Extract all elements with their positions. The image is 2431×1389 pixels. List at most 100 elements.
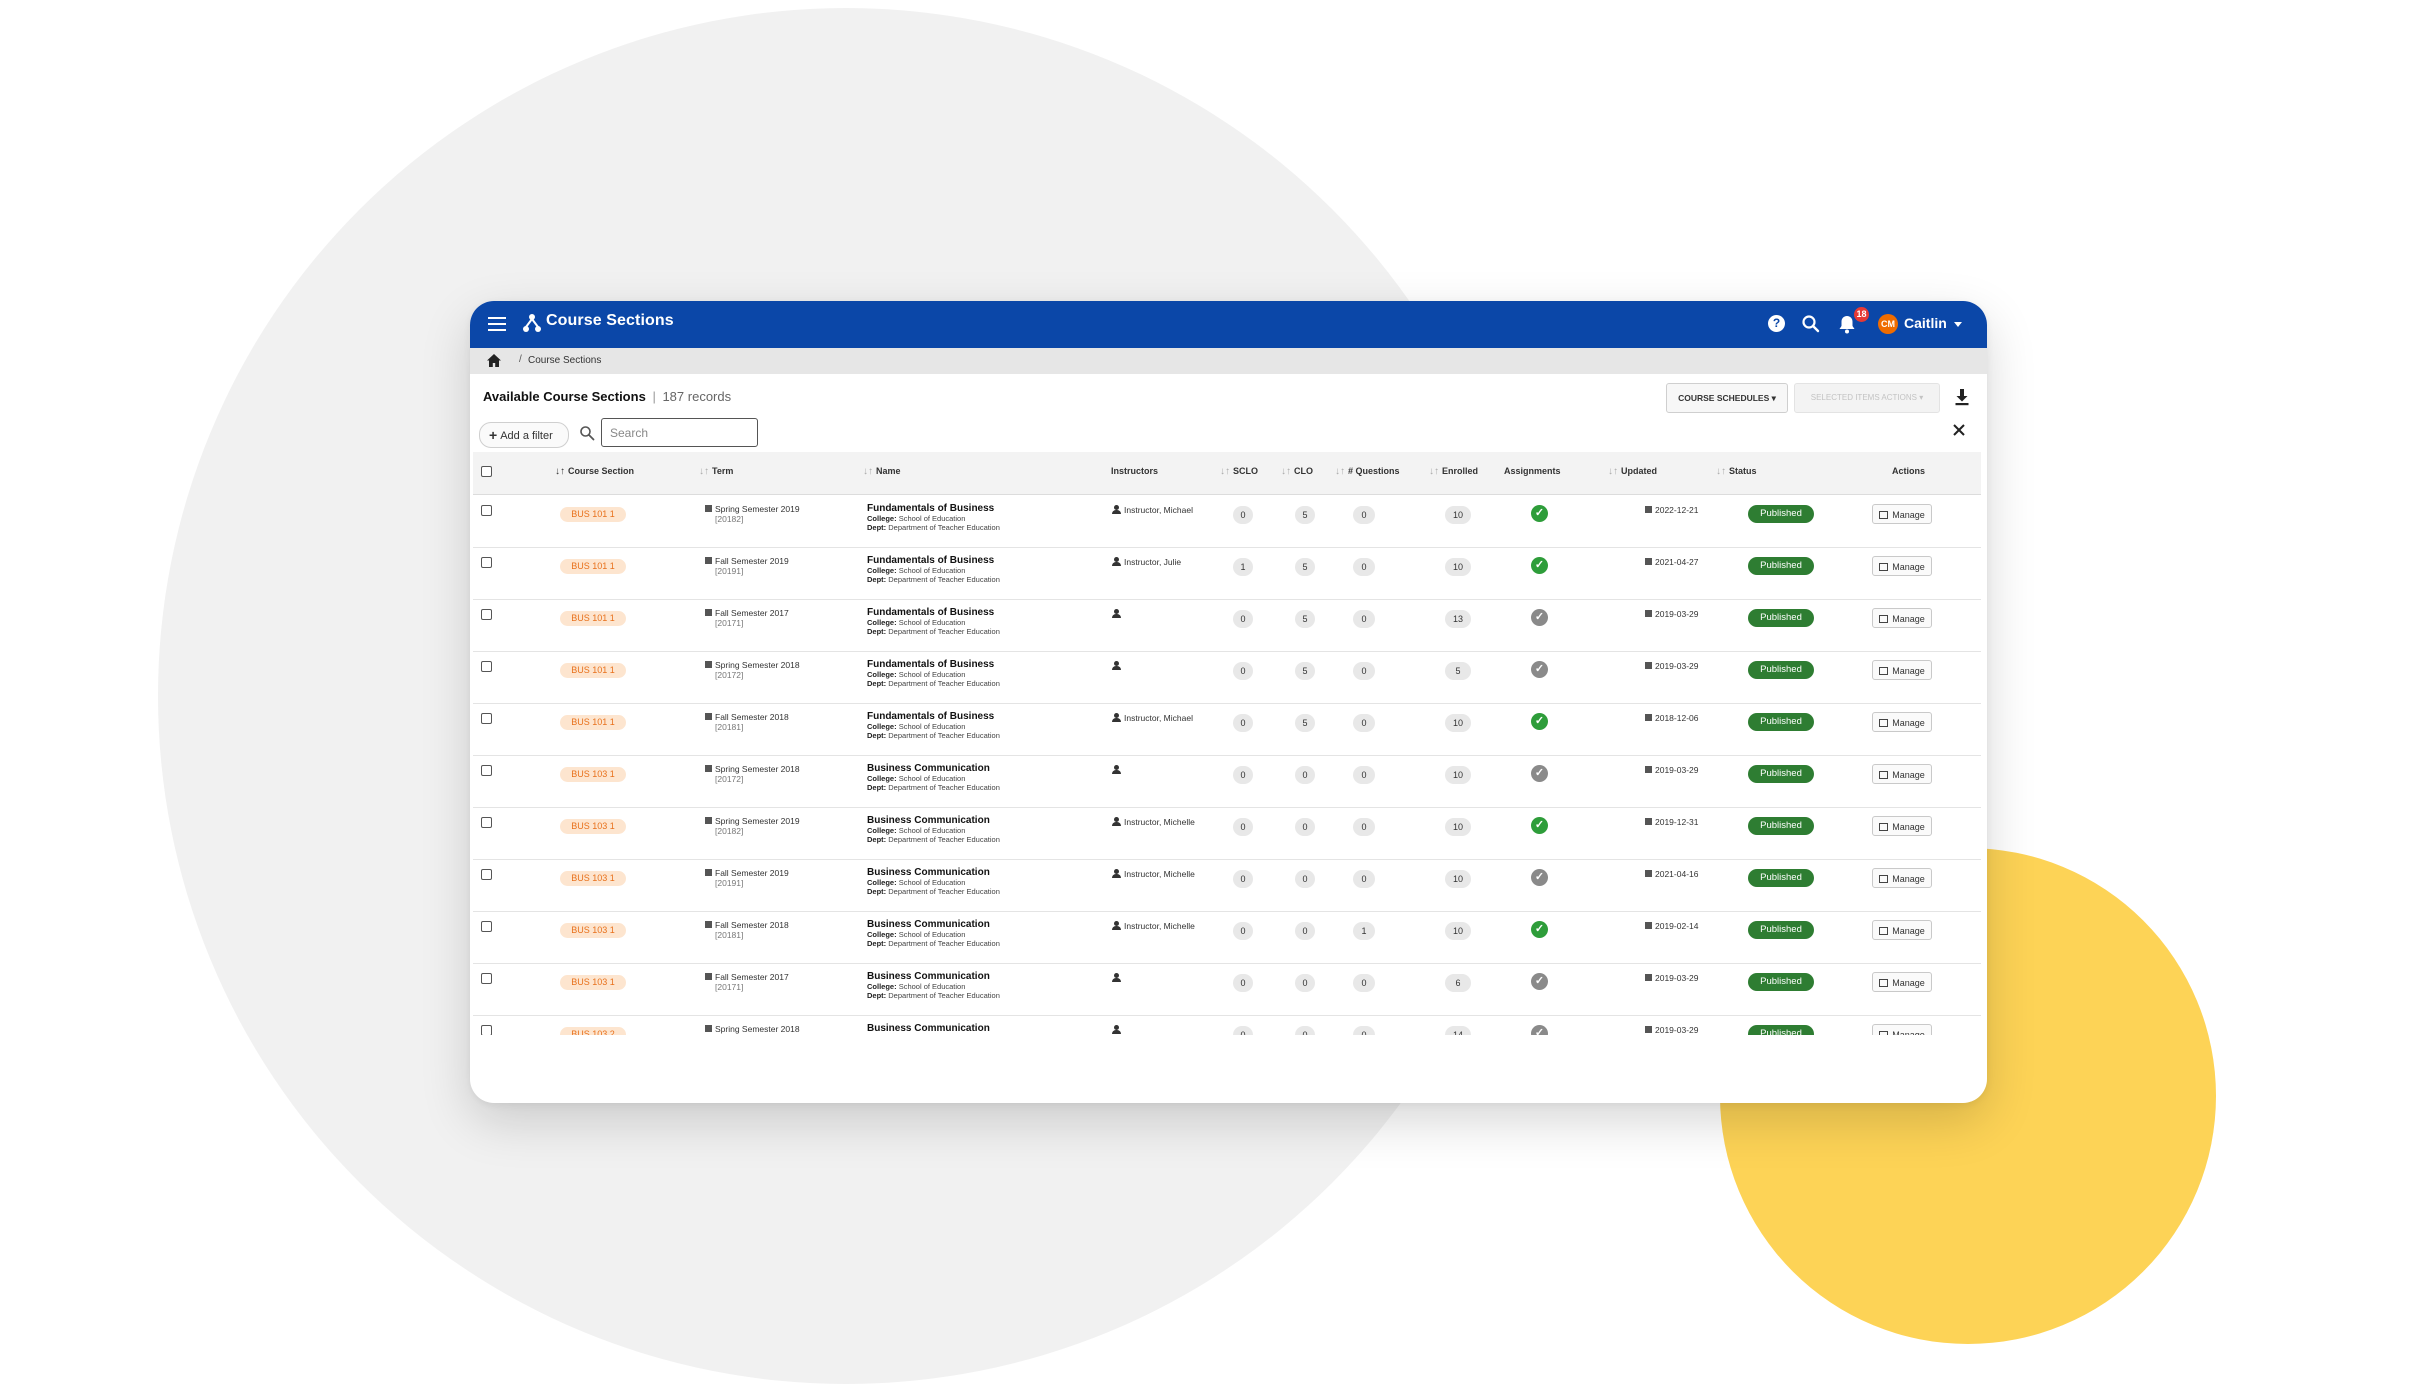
avatar[interactable]: CM [1878, 314, 1898, 334]
course-name[interactable]: Fundamentals of Business [867, 659, 995, 670]
close-icon[interactable] [1950, 421, 1968, 439]
column-updated[interactable]: ↓↑ Updated [1608, 466, 1657, 477]
course-name[interactable]: Business Communication [867, 919, 990, 930]
course-name[interactable]: Business Communication [867, 815, 990, 826]
user-menu[interactable]: Caitlin [1904, 315, 1947, 331]
manage-button[interactable]: Manage [1872, 556, 1932, 576]
window-icon [1879, 875, 1889, 883]
course-name[interactable]: Fundamentals of Business [867, 711, 995, 722]
course-schedules-button[interactable]: COURSE SCHEDULES ▾ [1666, 383, 1788, 413]
row-checkbox[interactable] [481, 869, 492, 880]
course-name-cell: Business Communication College: School of… [867, 816, 1000, 844]
course-code-badge[interactable]: BUS 103 1 [560, 923, 626, 938]
manage-button[interactable]: Manage [1872, 504, 1932, 524]
course-code-badge[interactable]: BUS 101 1 [560, 611, 626, 626]
add-filter-button[interactable]: + Add a filter [479, 422, 569, 448]
status-badge: Published [1748, 1025, 1814, 1035]
column-term[interactable]: ↓↑ Term [699, 466, 734, 477]
course-name[interactable]: Business Communication [867, 867, 990, 878]
person-icon [1112, 557, 1121, 566]
course-name[interactable]: Business Communication [867, 1023, 990, 1034]
term-code: [20172] [715, 670, 744, 680]
row-checkbox[interactable] [481, 921, 492, 932]
course-name[interactable]: Business Communication [867, 763, 990, 774]
row-checkbox[interactable] [481, 765, 492, 776]
dept-line: Dept: Department of Teacher Education [867, 834, 1000, 844]
table-row: BUS 103 1 Spring Semester 2019 [20182] Busi… [473, 807, 1981, 860]
course-name[interactable]: Fundamentals of Business [867, 555, 995, 566]
manage-button[interactable]: Manage [1872, 660, 1932, 680]
questions-count: 0 [1353, 1026, 1375, 1035]
questions-count: 1 [1353, 922, 1375, 940]
search-input[interactable] [601, 418, 758, 447]
manage-button[interactable]: Manage [1872, 972, 1932, 992]
calendar-icon [705, 921, 712, 928]
bell-icon[interactable] [1836, 313, 1858, 335]
manage-button[interactable]: Manage [1872, 868, 1932, 888]
row-checkbox[interactable] [481, 973, 492, 984]
column-enrolled[interactable]: ↓↑ Enrolled [1429, 466, 1479, 477]
enrolled-count: 10 [1445, 506, 1471, 524]
course-code-badge[interactable]: BUS 103 1 [560, 819, 626, 834]
download-icon[interactable] [1954, 388, 1970, 406]
questions-count: 0 [1353, 662, 1375, 680]
term-name: Spring Semester 2018 [715, 764, 800, 774]
manage-button[interactable]: Manage [1872, 816, 1932, 836]
updated-date: 2019-12-31 [1655, 817, 1699, 827]
row-checkbox[interactable] [481, 557, 492, 568]
search-icon[interactable] [1801, 314, 1821, 334]
selected-items-actions-button[interactable]: SELECTED ITEMS ACTIONS ▾ [1794, 383, 1940, 413]
chevron-down-icon[interactable] [1954, 322, 1962, 327]
column-clo[interactable]: ↓↑ CLO [1281, 466, 1313, 477]
column-course-section[interactable]: ↓↑ Course Section [555, 466, 635, 477]
instructor-cell [1112, 1025, 1124, 1035]
column-questions[interactable]: ↓↑ # Questions [1335, 466, 1400, 477]
manage-button[interactable]: Manage [1872, 608, 1932, 628]
select-all-checkbox[interactable] [481, 466, 492, 477]
row-checkbox[interactable] [481, 661, 492, 672]
column-sclo[interactable]: ↓↑ SCLO [1220, 466, 1259, 477]
course-code-badge[interactable]: BUS 103 1 [560, 767, 626, 782]
sclo-count: 0 [1233, 714, 1253, 732]
column-name[interactable]: ↓↑ Name [863, 466, 901, 477]
course-name[interactable]: Fundamentals of Business [867, 503, 995, 514]
row-checkbox[interactable] [481, 713, 492, 724]
term-name: Spring Semester 2018 [715, 1024, 800, 1034]
row-checkbox[interactable] [481, 505, 492, 516]
manage-button[interactable]: Manage [1872, 1024, 1932, 1035]
questions-count: 0 [1353, 714, 1375, 732]
course-code-badge[interactable]: BUS 101 1 [560, 507, 626, 522]
course-code-badge[interactable]: BUS 103 1 [560, 975, 626, 990]
updated-date: 2022-12-21 [1655, 505, 1699, 515]
college-line: College: School of Education [867, 670, 966, 679]
row-checkbox[interactable] [481, 817, 492, 828]
updated-date: 2019-03-29 [1655, 765, 1699, 775]
course-code-badge[interactable]: BUS 101 1 [560, 715, 626, 730]
term-cell: Fall Semester 2019 [20191] [705, 556, 789, 576]
help-icon[interactable]: ? [1768, 315, 1785, 332]
course-code-badge[interactable]: BUS 103 1 [560, 871, 626, 886]
row-checkbox[interactable] [481, 609, 492, 620]
manage-button[interactable]: Manage [1872, 764, 1932, 784]
questions-count: 0 [1353, 610, 1375, 628]
course-name[interactable]: Business Communication [867, 971, 990, 982]
term-name: Spring Semester 2019 [715, 816, 800, 826]
sclo-count: 0 [1233, 818, 1253, 836]
course-name-cell: Business Communication College: School of… [867, 868, 1000, 896]
check-circle-icon: ✓ [1531, 557, 1548, 574]
course-name[interactable]: Fundamentals of Business [867, 607, 995, 618]
status-badge: Published [1748, 817, 1814, 835]
row-checkbox[interactable] [481, 1025, 492, 1035]
instructor-name: Instructor, Michelle [1124, 921, 1195, 931]
course-code-badge[interactable]: BUS 101 1 [560, 663, 626, 678]
status-badge: Published [1748, 713, 1814, 731]
home-icon[interactable] [486, 353, 502, 368]
calendar-icon [1645, 558, 1652, 565]
course-code-badge[interactable]: BUS 101 1 [560, 559, 626, 574]
column-status[interactable]: ↓↑ Status [1716, 466, 1757, 477]
manage-button[interactable]: Manage [1872, 712, 1932, 732]
hamburger-menu-icon[interactable] [486, 313, 508, 335]
course-code-badge[interactable]: BUS 103 2 [560, 1027, 626, 1035]
person-icon [1112, 713, 1121, 722]
manage-button[interactable]: Manage [1872, 920, 1932, 940]
